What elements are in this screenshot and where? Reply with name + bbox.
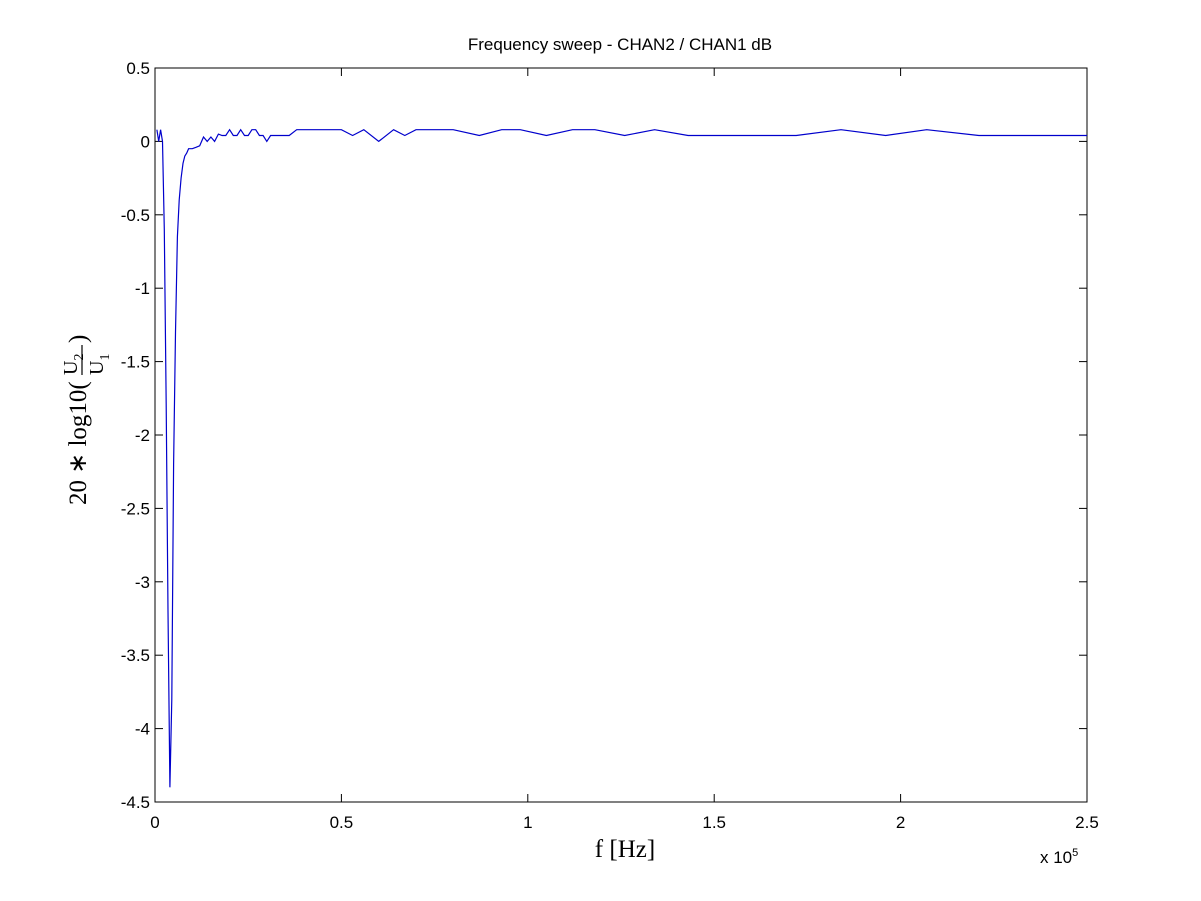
x-tick-label: 1.5 <box>702 813 726 832</box>
x-tick-label: 0 <box>150 813 159 832</box>
x-tick-label: 0.5 <box>330 813 354 832</box>
y-axis-label-prefix: 20 ∗ log10( <box>65 381 92 505</box>
y-tick-label: -2 <box>135 426 150 445</box>
y-tick-label: -2.5 <box>121 499 150 518</box>
y-tick-label: -0.5 <box>121 206 150 225</box>
y-tick-label: -4 <box>135 720 150 739</box>
x-tick-label: 1 <box>523 813 532 832</box>
y-tick-label: 0.5 <box>126 59 150 78</box>
x-axis-exponent-base: x 10 <box>1040 848 1072 867</box>
y-axis-label-numerator: U2 <box>60 354 87 375</box>
y-tick-label: -1.5 <box>121 353 150 372</box>
x-axis-exponent: x 105 <box>1040 847 1078 867</box>
y-axis-label-denominator: U1 <box>86 354 113 375</box>
y-tick-label: -1 <box>135 279 150 298</box>
y-axis-label-numerator-sub: 2 <box>72 354 87 361</box>
y-tick-label: -3 <box>135 573 150 592</box>
y-tick-label: -4.5 <box>121 793 150 812</box>
series-line <box>156 128 1087 788</box>
y-tick-label: -3.5 <box>121 646 150 665</box>
x-tick-label: 2.5 <box>1075 813 1099 832</box>
x-axis-exponent-power: 5 <box>1072 847 1078 859</box>
chart-title: Frequency sweep - CHAN2 / CHAN1 dB <box>468 35 772 54</box>
x-axis-label: f [Hz] <box>595 836 655 863</box>
tick-labels-group: 0 0.5 1 1.5 2 2.5 0.5 0 -0.5 -1 -1.5 -2 -2.5 -3 -3.5 -4… <box>121 59 1099 832</box>
y-axis-label-denominator-u: U <box>86 360 108 375</box>
ticks-group <box>154 67 1088 803</box>
y-axis-label-denominator-sub: 1 <box>98 354 113 361</box>
axes-frame <box>154 67 1088 803</box>
y-axis-label: 20 ∗ log10( U2 U1 ) <box>60 335 113 505</box>
y-tick-label: 0 <box>141 132 150 151</box>
x-tick-label: 2 <box>896 813 905 832</box>
y-axis-label-suffix: ) <box>65 335 92 343</box>
y-axis-label-numerator-u: U <box>60 360 82 375</box>
